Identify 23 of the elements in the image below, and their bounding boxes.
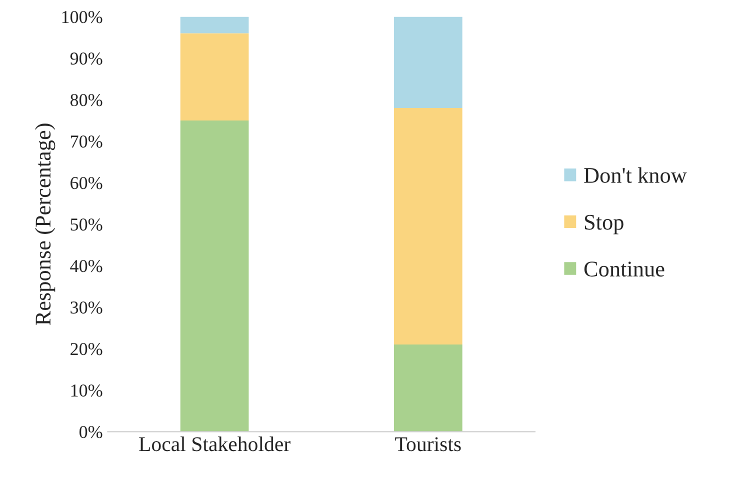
x-tick-label: Tourists: [395, 437, 461, 452]
legend-label: Continue: [584, 262, 664, 277]
y-axis-title: Response (Percentage): [34, 124, 56, 326]
y-tick-label: 0%: [79, 426, 102, 438]
x-tick-label: Local Stakeholder: [139, 436, 290, 452]
y-tick-label: 60%: [70, 176, 102, 190]
y-tick-label: 30%: [70, 301, 102, 314]
y-tick-label: 10%: [71, 384, 102, 397]
bar: [180, 33, 249, 120]
y-tick-label: 50%: [70, 218, 102, 231]
y-tick-label: 80%: [70, 94, 102, 106]
y-tick-label: 100%: [62, 10, 102, 24]
y-tick-label: 70%: [70, 135, 102, 148]
legend-label: Stop: [584, 214, 624, 234]
bar: [394, 16, 462, 108]
y-tick-label: 40%: [70, 260, 102, 272]
bar: [180, 120, 249, 432]
bar: [394, 344, 462, 432]
y-tick-label: 90%: [70, 52, 102, 65]
legend-label: Don't know: [584, 167, 687, 183]
bar: [180, 16, 249, 34]
y-tick-label: 20%: [70, 342, 102, 356]
bar: [394, 108, 462, 345]
